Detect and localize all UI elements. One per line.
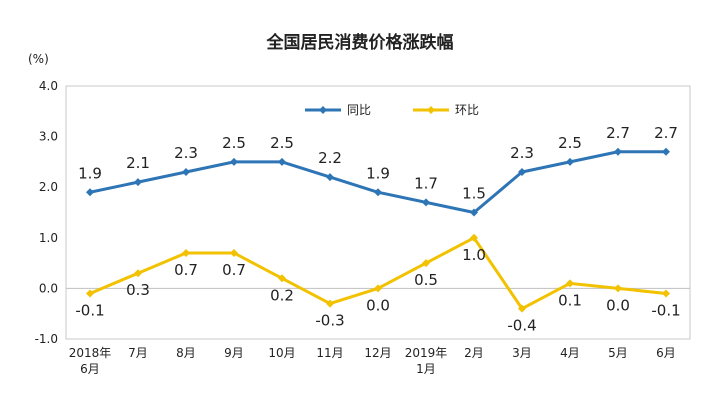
x-tick-label: 11月: [316, 346, 343, 360]
data-point: [614, 147, 622, 156]
data-point: [422, 198, 430, 207]
data-label: -0.1: [75, 301, 104, 319]
data-point: [326, 173, 334, 182]
data-point: [470, 233, 478, 242]
data-point: [470, 208, 478, 217]
data-label: 0.7: [174, 261, 198, 279]
data-label: 0.0: [606, 296, 630, 314]
data-label: 2.1: [126, 154, 150, 172]
x-tick-label: 3月: [512, 346, 532, 360]
data-point: [422, 259, 430, 268]
axes: 4.0 3.0 2.0 1.0 0.0 -1.0 2018年 6月 7月 8月 9月 10月 11月 12…: [35, 79, 691, 376]
legend-label: 同比: [347, 103, 371, 117]
x-tick-label: 12月: [364, 346, 391, 360]
data-label: 2.5: [558, 134, 582, 152]
legend-marker: [427, 106, 435, 114]
data-point: [86, 188, 94, 197]
legend: 同比 环比: [305, 103, 479, 117]
y-tick-label: 4.0: [39, 79, 58, 93]
x-tick-label: 9月: [224, 346, 244, 360]
data-label: -0.1: [651, 301, 680, 319]
data-label: 0.5: [414, 271, 438, 289]
data-point: [182, 248, 190, 257]
data-point: [326, 299, 334, 308]
data-point: [614, 284, 622, 293]
data-point: [374, 188, 382, 197]
data-point: [278, 157, 286, 166]
legend-label: 环比: [455, 103, 479, 117]
data-label: 0.2: [270, 286, 294, 304]
chart-title: 全国居民消费价格涨跌幅: [266, 32, 454, 53]
data-label: 1.9: [78, 164, 102, 182]
data-point: [374, 284, 382, 293]
x-tick-label: 2018年 6月: [69, 346, 112, 376]
data-label: 2.5: [270, 134, 294, 152]
data-point: [134, 269, 142, 278]
x-tick-label: 2月: [464, 346, 484, 360]
y-tick-label: 1.0: [39, 231, 58, 245]
plot-frame: [65, 85, 691, 340]
data-point: [230, 157, 238, 166]
data-label: 0.0: [366, 296, 390, 314]
data-label: -0.3: [315, 312, 344, 330]
x-tick-label: 8月: [176, 346, 196, 360]
x-tick-label: 6月: [656, 346, 676, 360]
data-label: 2.7: [606, 124, 630, 142]
data-label: -0.4: [507, 317, 536, 335]
x-tick-label: 5月: [608, 346, 628, 360]
data-label: 1.5: [462, 185, 486, 203]
data-label: 2.7: [654, 124, 678, 142]
y-tick-label: -1.0: [35, 332, 58, 346]
data-point: [278, 274, 286, 283]
legend-marker: [319, 106, 327, 114]
data-point: [134, 178, 142, 187]
data-label: 2.3: [510, 144, 534, 162]
data-point: [566, 157, 574, 166]
data-point: [182, 168, 190, 177]
data-point: [518, 168, 526, 177]
data-label: 2.5: [222, 134, 246, 152]
data-point: [518, 304, 526, 313]
data-point: [230, 248, 238, 257]
x-tick-label: 7月: [128, 346, 148, 360]
y-tick-label: 0.0: [39, 281, 58, 295]
x-tick-label: 2019年 1月: [405, 346, 448, 376]
data-point: [662, 147, 670, 156]
data-label: 0.1: [558, 291, 582, 309]
x-tick-label: 4月: [560, 346, 580, 360]
data-point: [566, 279, 574, 288]
y-tick-label: 3.0: [39, 130, 58, 144]
x-tick-label: 10月: [268, 346, 295, 360]
data-label: 0.7: [222, 261, 246, 279]
data-point: [86, 289, 94, 298]
data-labels: 1.9 2.1 2.3 2.5 2.5 2.2 1.9 1.7 1.5 2.3 2.5 2.7 2.7 -…: [75, 124, 680, 335]
series-layer: [86, 147, 670, 313]
data-label: 1.0: [462, 246, 486, 264]
y-axis-unit: (%): [28, 52, 49, 66]
data-point: [662, 289, 670, 298]
data-label: 1.9: [366, 164, 390, 182]
data-label: 2.2: [318, 149, 342, 167]
y-tick-label: 2.0: [39, 180, 58, 194]
data-label: 1.7: [414, 174, 438, 192]
data-label: 2.3: [174, 144, 198, 162]
data-label: 0.3: [126, 281, 150, 299]
